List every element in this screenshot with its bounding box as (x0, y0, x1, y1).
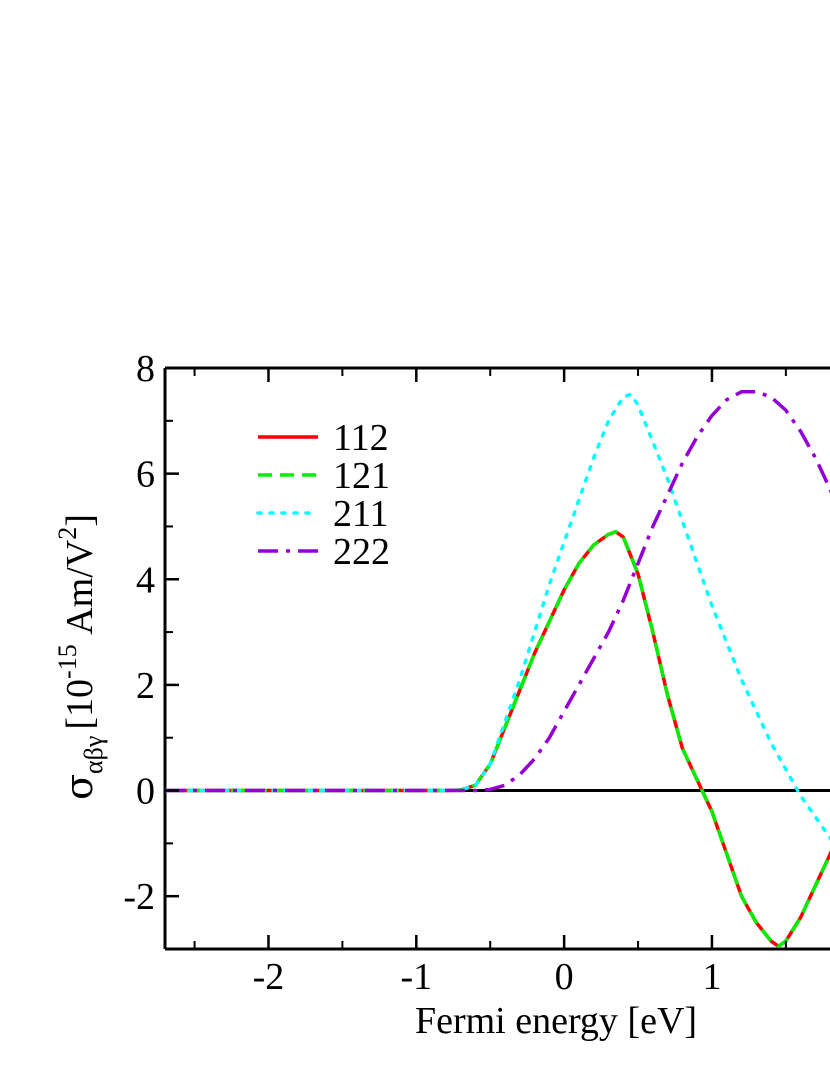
tick-labels-layer: -2 -1 0 1 -2 0 2 4 6 8 (123, 348, 721, 998)
series-line-222 (165, 390, 830, 793)
y-tick-label: 2 (136, 665, 155, 707)
ticks-layer (165, 366, 787, 950)
x-tick-label: 1 (702, 956, 721, 998)
y-tick-label: 6 (136, 454, 155, 496)
series-line-121 (165, 529, 830, 949)
legend-label-222: 222 (333, 531, 390, 573)
x-tick-label: 0 (555, 956, 574, 998)
x-tick-label: -2 (253, 956, 285, 998)
x-tick-label: -1 (400, 956, 432, 998)
x-axis-title: Fermi energy [eV] (415, 1000, 697, 1042)
y-tick-label: 8 (136, 348, 155, 390)
series-clip-group (165, 390, 830, 949)
y-axis-title: σαβγ [10-15 Am/V2] (53, 514, 108, 800)
y-axis-unit-exp: 2 (53, 527, 82, 540)
y-tick-label: 4 (136, 559, 155, 601)
y-axis-unit-close: ] (59, 514, 101, 527)
series-layer (165, 390, 830, 949)
legend-label-211: 211 (333, 493, 389, 535)
y-axis-symbol: σ (57, 774, 101, 800)
svg-text:σαβγ[10-15 Am/V2]: σαβγ [10-15 Am/V2] (53, 514, 108, 800)
y-axis-unit-mid: Am/V (59, 539, 101, 644)
legend-label-121: 121 (333, 455, 390, 497)
y-tick-label: 0 (136, 771, 155, 813)
y-axis-subscript: αβγ (79, 736, 108, 774)
legend-label-112: 112 (333, 417, 389, 459)
y-tick-label: -2 (123, 876, 155, 918)
y-axis-unit-open: [10 (59, 679, 101, 730)
y-axis-exponent: -15 (53, 644, 82, 679)
series-line-211 (165, 392, 830, 841)
